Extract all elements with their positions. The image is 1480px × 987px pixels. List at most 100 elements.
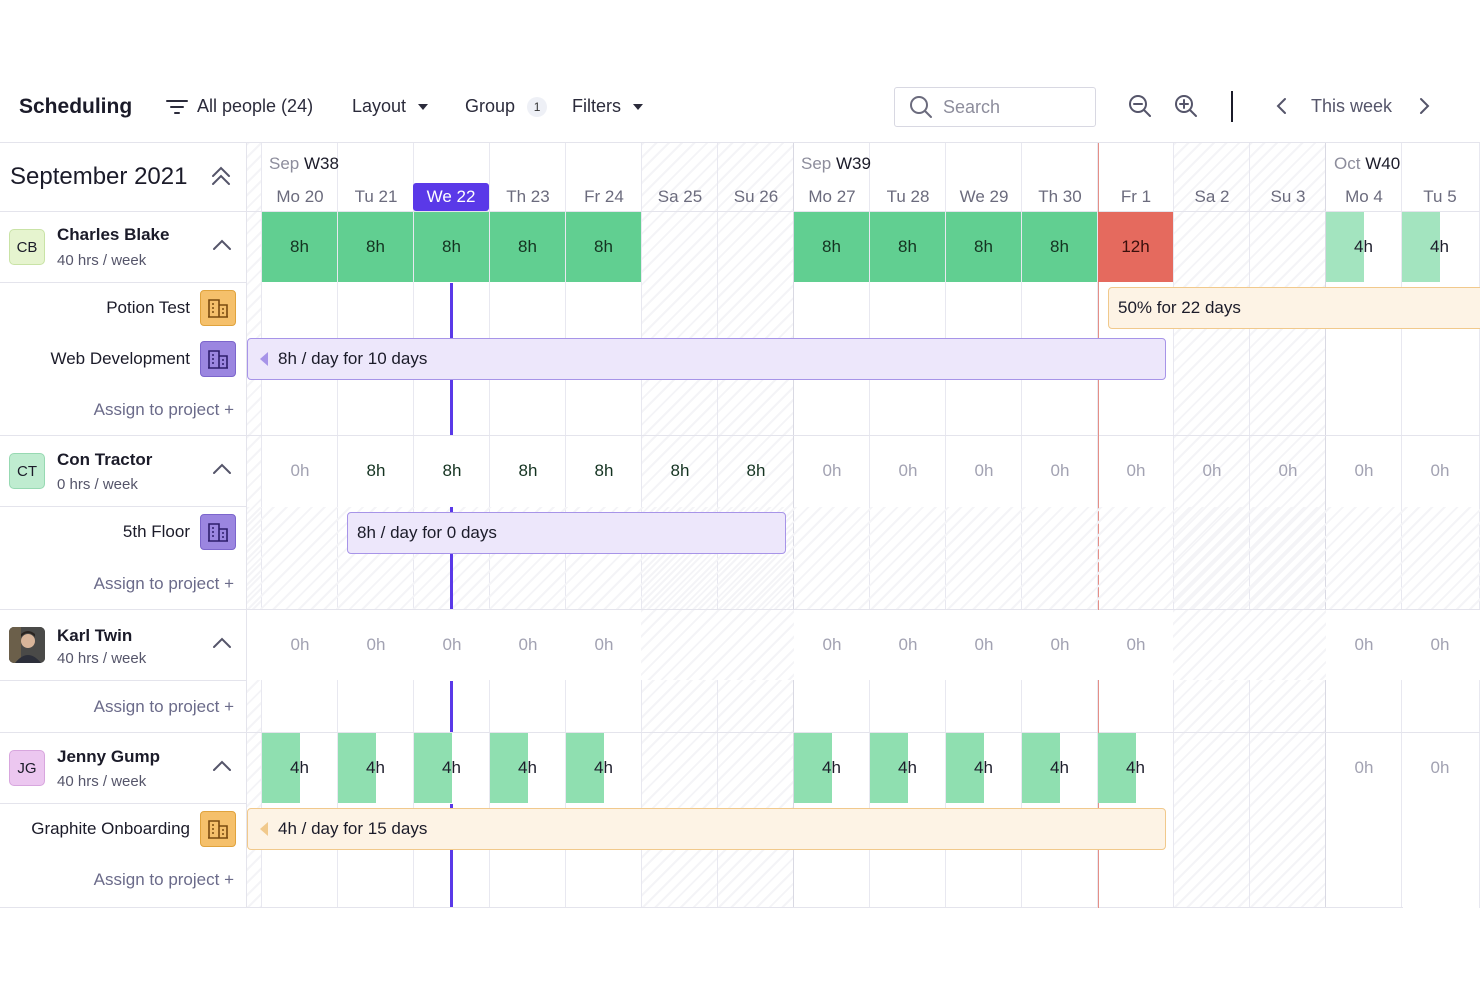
hours-value: 0h [1430,635,1450,654]
previous-week-button[interactable] [1268,92,1296,120]
assign-to-project-link[interactable]: Assign to project + [93,574,234,593]
allocation-cell[interactable]: 8h [946,212,1021,282]
project-name[interactable]: Graphite Onboarding [31,819,190,838]
hours-value: 0h [442,635,462,654]
allocation-cell[interactable]: 4h [566,733,641,803]
assign-to-project-link[interactable]: Assign to project + [93,400,234,419]
day-header: Th 23 [506,187,550,206]
filters-dropdown[interactable]: Filters [572,96,643,117]
assign-to-project-link[interactable]: Assign to project + [93,697,234,716]
person-name[interactable]: Charles Blake [57,225,170,244]
week-label: Oct W40 [1334,154,1401,173]
collapse-all-button[interactable] [210,165,232,192]
hours-value: 0h [898,461,918,480]
allocation-cell[interactable]: 8h [414,212,489,282]
project-icon [200,341,236,377]
allocation-cell[interactable]: 4h [1326,212,1401,282]
project-icon [200,290,236,326]
chevron-left-icon [1276,98,1286,114]
this-week-button[interactable]: This week [1311,96,1393,116]
collapse-person-button[interactable] [212,238,232,257]
allocation-cell[interactable]: 4h [794,733,869,803]
person-name[interactable]: Karl Twin [57,626,133,645]
layout-dropdown[interactable]: Layout [352,96,429,117]
filter-lines-icon [166,99,188,114]
hours-value: 0h [1430,461,1450,480]
today-highlight [413,183,489,211]
allocation-cell[interactable]: 8h [1022,212,1097,282]
project-name[interactable]: Potion Test [106,298,190,317]
people-filter-button[interactable]: All people (24) [165,96,313,117]
search-icon [910,96,932,118]
zoom-in-button[interactable] [1172,92,1200,120]
building-icon [208,299,228,318]
hours-value: 0h [1354,461,1374,480]
allocation-cell[interactable]: 8h [870,212,945,282]
project-allocation-bar[interactable]: 50% for 22 days [1108,287,1480,329]
today-marker-line [450,507,453,512]
hours-value: 0h [822,635,842,654]
day-header: Su 26 [733,187,779,206]
project-name[interactable]: 5th Floor [122,522,190,541]
allocation-cell[interactable]: 8h [566,212,641,282]
hours-value: 0h [1430,758,1450,777]
allocation-cell[interactable]: 4h [262,733,337,803]
allocation-cell[interactable]: 4h [1022,733,1097,803]
person-hours: 40 hrs / week [57,252,147,269]
row-divider [0,211,1480,212]
next-week-button[interactable] [1410,92,1438,120]
hours-value: 0h [898,635,918,654]
person-name[interactable]: Jenny Gump [57,747,160,766]
hours-value: 0h [518,635,538,654]
avatar: CB [9,229,45,265]
person-hours: 40 hrs / week [57,773,147,790]
month-label: September 2021 [10,163,188,190]
avatar: JG [9,750,45,786]
group-count-badge: 1 [527,96,548,117]
chevron-up-icon [213,637,231,648]
zoom-out-button[interactable] [1126,92,1154,120]
people-filter-label: All people (24) [197,96,314,116]
building-icon [208,523,228,542]
project-name[interactable]: Web Development [50,349,190,368]
group-dropdown[interactable]: Group 1 [465,96,548,117]
allocation-cell[interactable]: 4h [490,733,565,803]
allocation-cell[interactable]: 4h [1098,733,1173,803]
row-divider [0,680,247,681]
hours-value: 0h [1354,758,1374,777]
collapse-person-button[interactable] [212,636,232,655]
assign-to-project-link[interactable]: Assign to project + [93,870,234,889]
hours-value: 0h [290,461,310,480]
project-allocation-bar[interactable]: 4h / day for 15 days [247,808,1166,850]
allocation-cell[interactable]: 4h [414,733,489,803]
allocation-cell[interactable]: 4h [870,733,945,803]
arrow-left-icon [260,352,268,366]
allocation-cell[interactable]: 8h [794,212,869,282]
day-header: Tu 5 [1423,187,1457,206]
row-divider [0,907,1403,908]
allocation-cell[interactable]: 8h [262,212,337,282]
collapse-person-button[interactable] [212,759,232,778]
allocation-cell[interactable]: 4h [946,733,1021,803]
project-allocation-bar[interactable]: 8h / day for 10 days [247,338,1166,380]
hours-value: 0h [1126,635,1146,654]
collapse-person-button[interactable] [212,462,232,481]
allocation-cell[interactable]: 8h [490,212,565,282]
allocation-cell[interactable]: 4h [338,733,413,803]
day-header: Tu 21 [354,187,398,206]
overallocated-cell[interactable]: 12h [1098,212,1173,282]
hours-value: 0h [1278,461,1298,480]
hours-value: 8h [746,461,766,480]
day-header-today: We 22 [426,187,476,206]
chevron-up-icon [213,760,231,771]
search-input[interactable] [943,96,1073,118]
hours-value: 8h [594,461,614,480]
chevron-up-icon [213,239,231,250]
chevron-up-icon [213,463,231,474]
person-name[interactable]: Con Tractor [57,450,153,469]
allocation-cell[interactable]: 8h [338,212,413,282]
allocation-cell[interactable]: 4h [1402,212,1477,282]
day-header: Sa 25 [657,187,703,206]
project-allocation-bar[interactable]: 8h / day for 0 days [347,512,786,554]
double-chevron-up-icon [212,166,230,185]
